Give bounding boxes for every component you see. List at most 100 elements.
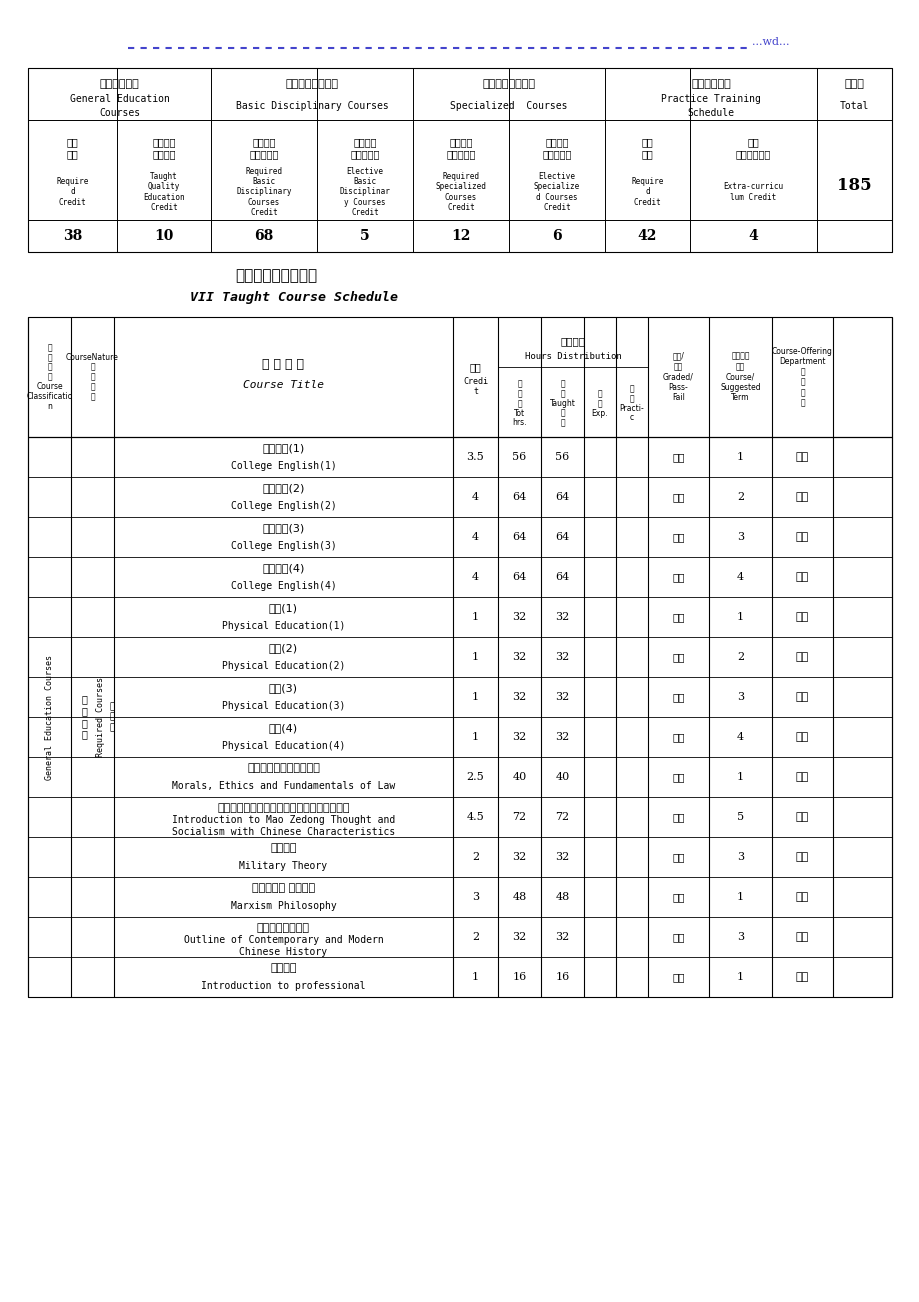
Text: 4: 4: [471, 572, 479, 582]
Text: 考察: 考察: [672, 772, 684, 783]
Text: 学科平台课程学分: 学科平台课程学分: [285, 79, 338, 89]
Text: 1: 1: [471, 612, 479, 622]
Text: CourseNature
课
程
性
质: CourseNature 课 程 性 质: [66, 353, 119, 401]
Text: 思想道德修养与法律基础: 思想道德修养与法律基础: [247, 763, 320, 773]
Text: 外语: 外语: [795, 533, 808, 542]
Text: 体育: 体育: [795, 652, 808, 661]
Text: 6: 6: [551, 229, 562, 243]
Text: 专业方向课程学分: 专业方向课程学分: [482, 79, 535, 89]
Text: 讲
授
Taught
理
论: 讲 授 Taught 理 论: [549, 379, 574, 427]
Text: 必
修
课: 必 修 课: [109, 702, 115, 732]
Text: College English(2): College English(2): [231, 501, 336, 510]
Text: 考察: 考察: [672, 973, 684, 982]
Text: Hours Distribution: Hours Distribution: [524, 352, 620, 361]
Text: 外语: 外语: [795, 572, 808, 582]
Text: Marxism Philosophy: Marxism Philosophy: [231, 901, 336, 911]
Text: 64: 64: [512, 572, 526, 582]
Text: 考察: 考察: [672, 533, 684, 542]
Text: Introduction to professional: Introduction to professional: [201, 980, 366, 991]
Bar: [28, 316, 891, 997]
Text: 体育(2): 体育(2): [268, 643, 298, 654]
Text: 体育: 体育: [795, 612, 808, 622]
Text: Physical Education(1): Physical Education(1): [221, 621, 345, 631]
Text: 考察: 考察: [672, 492, 684, 503]
Text: 建议选修
学期
Course/
Suggested
Term: 建议选修 学期 Course/ Suggested Term: [720, 352, 760, 402]
Text: Credi: Credi: [462, 378, 487, 387]
Text: 学科基础
选修课学分: 学科基础 选修课学分: [350, 137, 380, 159]
Text: 马院: 马院: [795, 892, 808, 902]
Text: 考察: 考察: [672, 612, 684, 622]
Text: 考试: 考试: [672, 572, 684, 582]
Text: 48: 48: [555, 892, 569, 902]
Text: 通
识
课
程: 通 识 课 程: [82, 694, 87, 740]
Text: Physical Education(2): Physical Education(2): [221, 661, 345, 671]
Text: Course Title: Course Title: [243, 380, 323, 391]
Text: Required
Basic
Disciplinary
Courses
Credit: Required Basic Disciplinary Courses Cred…: [236, 167, 291, 217]
Text: 马院: 马院: [795, 812, 808, 822]
Text: 外语: 外语: [795, 492, 808, 503]
Text: 4: 4: [471, 533, 479, 542]
Text: Course-Offering
Department
开
课
单
位: Course-Offering Department 开 课 单 位: [771, 346, 832, 408]
Text: 学分: 学分: [469, 362, 481, 372]
Text: 考试/
考察
Graded/
Pass-
Fail: 考试/ 考察 Graded/ Pass- Fail: [663, 352, 693, 402]
Text: 64: 64: [555, 492, 569, 503]
Text: 32: 32: [512, 652, 526, 661]
Text: 12: 12: [451, 229, 471, 243]
Text: 体育: 体育: [795, 852, 808, 862]
Text: 64: 64: [512, 492, 526, 503]
Text: 48: 48: [512, 892, 526, 902]
Text: 通识教育学分: 通识教育学分: [99, 79, 139, 89]
Text: 32: 32: [512, 732, 526, 742]
Text: 72: 72: [555, 812, 569, 822]
Text: 2: 2: [471, 932, 479, 943]
Text: 体育(4): 体育(4): [268, 723, 298, 733]
Text: 1: 1: [471, 652, 479, 661]
Text: 56: 56: [512, 452, 526, 462]
Text: ...wd...: ...wd...: [751, 36, 789, 47]
Text: 学科基础
必修课学分: 学科基础 必修课学分: [249, 137, 278, 159]
Text: 32: 32: [555, 852, 569, 862]
Text: 课
程
类
别
Course
Classificatio
n: 课 程 类 别 Course Classificatio n: [27, 344, 73, 410]
Text: 必修
学分: 必修 学分: [66, 137, 78, 159]
Text: 考试: 考试: [672, 812, 684, 822]
Text: t: t: [472, 388, 478, 397]
Text: 1: 1: [471, 973, 479, 982]
Text: 4: 4: [736, 732, 743, 742]
Text: Outline of Contemporary and Modern
Chinese History: Outline of Contemporary and Modern Chine…: [184, 935, 383, 957]
Text: 38: 38: [62, 229, 82, 243]
Text: 32: 32: [512, 852, 526, 862]
Text: 实
验
Exp.: 实 验 Exp.: [591, 389, 607, 418]
Text: 3: 3: [471, 892, 479, 902]
Text: 32: 32: [512, 932, 526, 943]
Text: Required Courses: Required Courses: [96, 677, 105, 756]
Text: 1: 1: [736, 452, 743, 462]
Text: 体育(1): 体育(1): [268, 603, 298, 613]
Text: 3.5: 3.5: [466, 452, 483, 462]
Text: 68: 68: [254, 229, 273, 243]
Text: 2.5: 2.5: [466, 772, 483, 783]
Text: 马院: 马院: [795, 932, 808, 943]
Text: 32: 32: [555, 612, 569, 622]
Text: 大学英语(2): 大学英语(2): [262, 483, 304, 493]
Text: 64: 64: [555, 572, 569, 582]
Text: VII Taught Course Schedule: VII Taught Course Schedule: [190, 290, 398, 303]
Text: 1: 1: [471, 691, 479, 702]
Text: 专业导论: 专业导论: [270, 963, 297, 973]
Text: 专业方向
必修课学分: 专业方向 必修课学分: [446, 137, 475, 159]
Text: 中国近现代史纲要: 中国近现代史纲要: [256, 923, 310, 934]
Text: 4.5: 4.5: [466, 812, 483, 822]
Text: College English(1): College English(1): [231, 461, 336, 471]
Text: 1: 1: [736, 892, 743, 902]
Text: Military Theory: Military Theory: [239, 861, 327, 871]
Text: 课 程 名 称: 课 程 名 称: [262, 358, 304, 371]
Text: 七、教学进程方案表: 七、教学进程方案表: [234, 268, 317, 284]
Text: 学时分配: 学时分配: [560, 336, 584, 346]
Text: 64: 64: [555, 533, 569, 542]
Text: 电信: 电信: [795, 973, 808, 982]
Text: 3: 3: [736, 852, 743, 862]
Text: 1: 1: [471, 732, 479, 742]
Text: Practice Training
Schedule: Practice Training Schedule: [661, 95, 760, 117]
Text: College English(4): College English(4): [231, 581, 336, 591]
Text: Morals, Ethics and Fundamentals of Law: Morals, Ethics and Fundamentals of Law: [172, 781, 394, 792]
Text: 40: 40: [512, 772, 526, 783]
